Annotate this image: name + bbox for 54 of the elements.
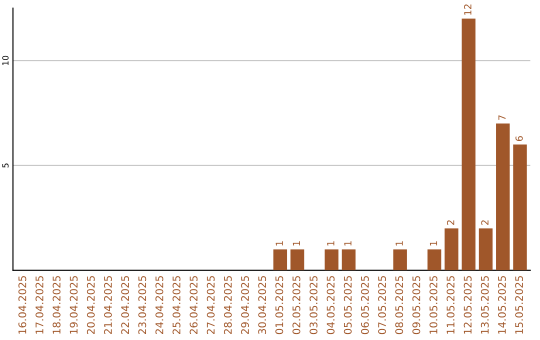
x-tick-label: 13.05.2025 [480, 276, 489, 334]
data-label: 2 [446, 220, 454, 225]
x-tick-label: 19.04.2025 [70, 276, 78, 334]
x-tick-label: 25.04.2025 [172, 276, 180, 334]
data-label: 1 [327, 241, 334, 246]
data-label: 2 [481, 220, 488, 225]
data-label: 1 [276, 241, 283, 246]
bar [324, 249, 338, 270]
data-label: 12 [464, 4, 472, 15]
x-tick-label: 23.04.2025 [138, 276, 146, 334]
x-tick-label: 03.05.2025 [310, 276, 318, 334]
bar [478, 228, 493, 270]
bar [444, 228, 458, 270]
x-tick-label: 15.05.2025 [515, 276, 524, 334]
y-tick-label: 5 [2, 164, 9, 168]
x-tick-label: 04.05.2025 [326, 276, 335, 334]
x-tick-label: 05.05.2025 [344, 276, 352, 334]
x-tick-label: 06.05.2025 [360, 276, 369, 334]
x-tick-label: 16.04.2025 [18, 276, 26, 334]
x-tick-label: 07.05.2025 [378, 276, 386, 334]
x-tick-label: 14.05.2025 [498, 276, 506, 334]
x-tick-label: 29.04.2025 [241, 276, 249, 334]
data-label: 7 [498, 115, 506, 120]
bar [428, 249, 442, 270]
x-tick-label: 01.05.2025 [275, 276, 284, 334]
bar [290, 249, 304, 270]
x-tick-label: 27.04.2025 [206, 276, 215, 334]
y-tick-label: 10 [2, 56, 9, 65]
x-tick-label: 08.05.2025 [395, 276, 404, 334]
data-label: 1 [396, 241, 403, 246]
x-tick-label: 10.05.2025 [429, 276, 438, 334]
data-label: 1 [430, 241, 438, 246]
bar [342, 249, 356, 270]
x-tick-label: 17.04.2025 [36, 276, 44, 334]
data-label: 1 [292, 241, 300, 246]
data-label: 6 [515, 136, 523, 142]
bar [273, 249, 288, 270]
bar [462, 18, 476, 270]
x-tick-label: 26.04.2025 [190, 276, 198, 334]
bar [393, 249, 407, 270]
data-label: 1 [344, 241, 352, 246]
x-tick-label: 24.04.2025 [155, 276, 164, 334]
x-tick-label: 11.05.2025 [446, 276, 455, 334]
x-tick-label: 21.04.2025 [104, 276, 112, 334]
bar [496, 124, 510, 270]
x-tick-label: 20.04.2025 [86, 276, 95, 334]
bar [513, 144, 527, 270]
x-tick-label: 12.05.2025 [464, 276, 472, 334]
x-tick-label: 22.04.2025 [121, 276, 130, 334]
x-tick-label: 30.04.2025 [258, 276, 266, 334]
x-tick-label: 28.04.2025 [224, 276, 232, 334]
x-tick-label: 02.05.2025 [292, 276, 300, 334]
x-tick-label: 09.05.2025 [412, 276, 420, 334]
x-tick-label: 18.04.2025 [52, 276, 61, 334]
